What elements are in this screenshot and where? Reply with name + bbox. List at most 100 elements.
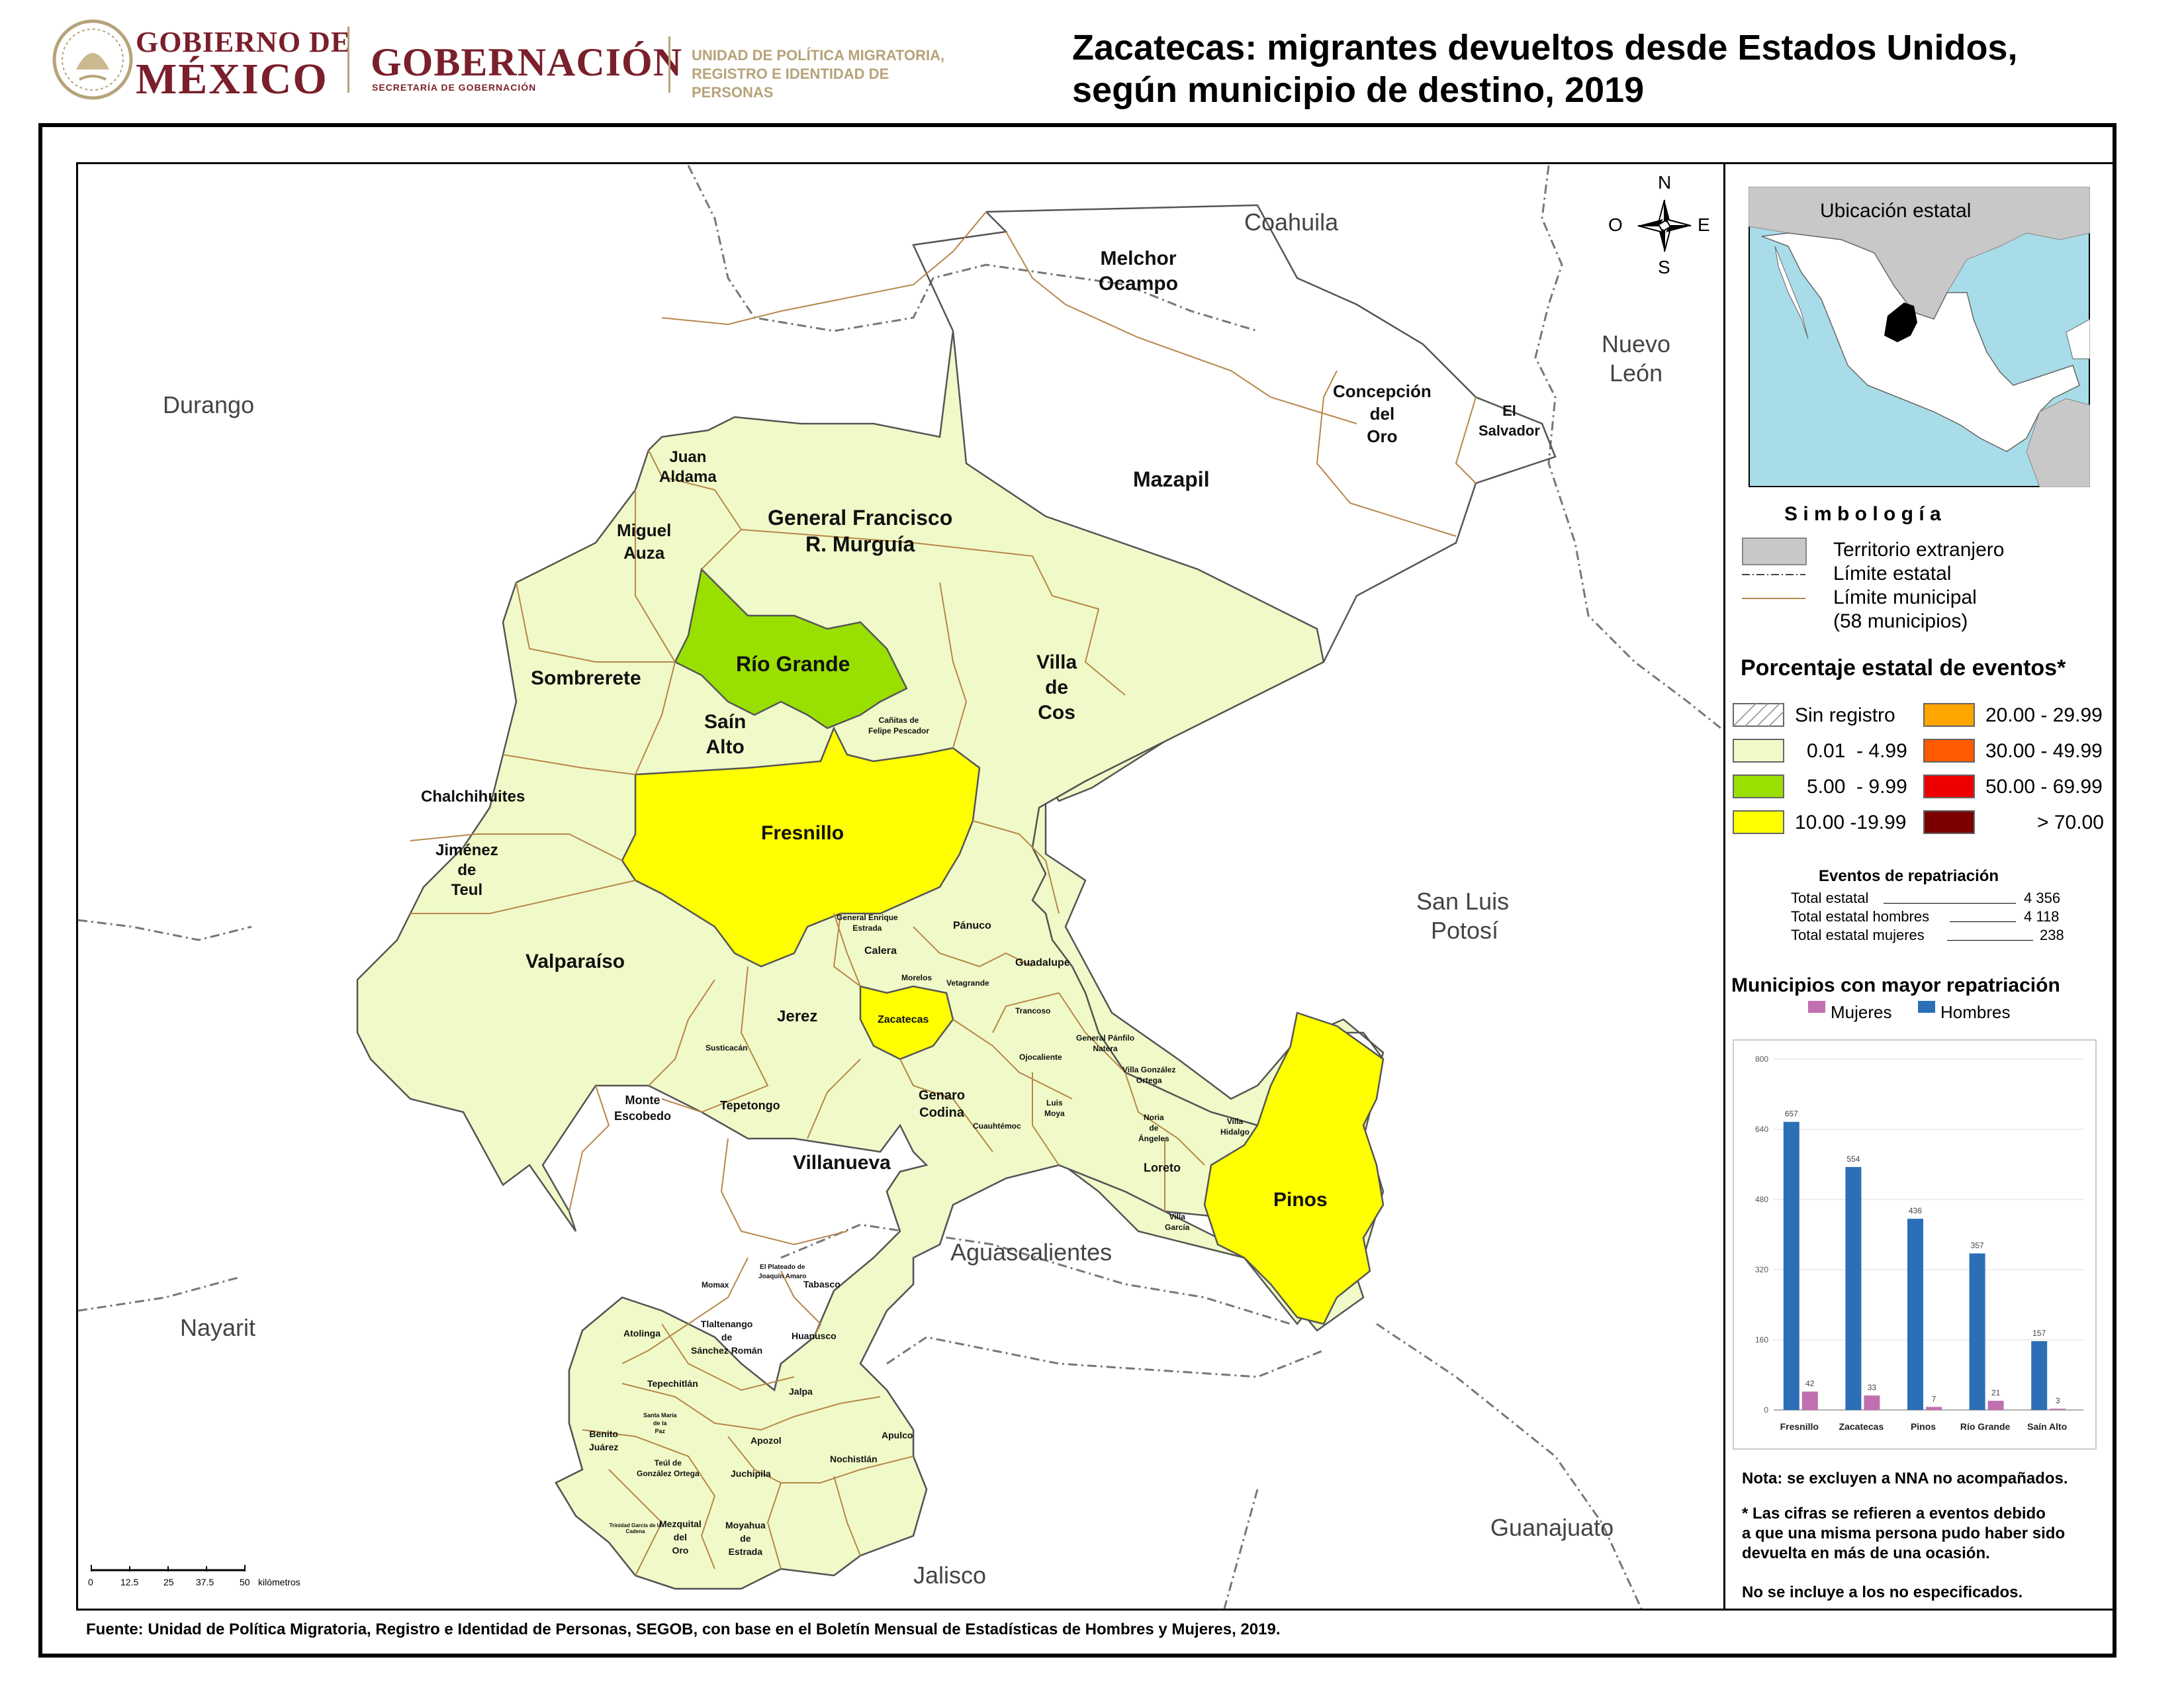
chart-bar-mujeres bbox=[2050, 1409, 2066, 1410]
eventos-title: Eventos de repatriación bbox=[1819, 867, 1999, 885]
chart-y-tick-label: 800 bbox=[1755, 1055, 1768, 1064]
label-genaro-codina: Genaro Codina bbox=[919, 1087, 965, 1121]
eventos-hombres-leader bbox=[1950, 921, 2016, 922]
coat-of-arms-icon bbox=[52, 19, 133, 100]
label-trancoso: Trancoso bbox=[1015, 1006, 1051, 1015]
label-mezquital-del-oro: Mezquital del Oro bbox=[659, 1517, 702, 1557]
note-no-especificados: No se incluye a los no especificados. bbox=[1742, 1583, 2023, 1601]
label-coahuila: Coahuila bbox=[1244, 209, 1339, 236]
title-line1: Zacatecas: migrantes devueltos desde Est… bbox=[1072, 28, 2018, 68]
gob-line1: GOBIERNO DE bbox=[136, 26, 351, 58]
luis-moya-l1: Luis bbox=[1046, 1098, 1063, 1107]
tlalt-l2: de bbox=[721, 1332, 733, 1342]
villa-de-cos-l1: Villa bbox=[1036, 651, 1077, 673]
label-guadalupe: Guadalupe bbox=[1015, 957, 1070, 968]
chart-category-label: Río Grande bbox=[1960, 1421, 2011, 1432]
label-miguel-auza: Miguel Auza bbox=[617, 519, 671, 564]
label-jerez: Jerez bbox=[777, 1008, 818, 1025]
sain-alto-l1: Saín bbox=[704, 711, 747, 733]
label-nayarit: Nayarit bbox=[180, 1314, 256, 1341]
label-durango: Durango bbox=[163, 391, 255, 418]
santa-maria-l1: Santa María bbox=[643, 1412, 677, 1419]
noria-l1: Noria bbox=[1144, 1113, 1164, 1122]
compass-n: N bbox=[1658, 172, 1672, 193]
note-cifras: * Las cifras se refieren a eventos debid… bbox=[1742, 1504, 2065, 1564]
eventos-hombres-label: Total estatal hombres bbox=[1791, 908, 1930, 925]
chart-category-label: Saín Alto bbox=[2027, 1421, 2067, 1432]
chart-data-label: 7 bbox=[1932, 1394, 1936, 1403]
label-villa-de-cos: Villa de Cos bbox=[1036, 650, 1077, 726]
legend-municipal-line bbox=[1742, 598, 1805, 599]
eventos-mujeres-label: Total estatal mujeres bbox=[1791, 927, 1925, 943]
secretaria-label: SECRETARÍA DE GOBERNACIÓN bbox=[372, 82, 537, 93]
santa-maria-l3: Paz bbox=[655, 1428, 666, 1434]
monte-l2: Escobedo bbox=[614, 1109, 672, 1123]
label-villa-hidalgo: Villa Hidalgo bbox=[1220, 1116, 1250, 1137]
chart-y-tick-label: 0 bbox=[1764, 1405, 1768, 1415]
jimenez-l3: Teul bbox=[451, 881, 483, 899]
eventos-hombres-value: 4 118 bbox=[2024, 908, 2060, 925]
luis-moya-l2: Moya bbox=[1044, 1109, 1065, 1118]
melchor-l2: Ocampo bbox=[1099, 273, 1179, 295]
label-jimenez-del-teul: Jiménez de Teul bbox=[435, 841, 498, 900]
zacatecas-area bbox=[859, 985, 954, 1060]
miguel-auza-l2: Auza bbox=[623, 543, 665, 563]
inset-map bbox=[1749, 187, 2090, 487]
label-apulco: Apulco bbox=[882, 1430, 913, 1440]
legend-class-3: 10.00 -19.99 bbox=[1795, 812, 1907, 833]
chart-data-label: 33 bbox=[1868, 1383, 1877, 1392]
sain-alto-l2: Alto bbox=[705, 736, 745, 758]
simbologia-title: S i m b o l o g í a bbox=[1784, 503, 1941, 525]
swatch-territorio bbox=[1742, 538, 1807, 565]
gpn-l1: General Pánfilo bbox=[1076, 1033, 1135, 1043]
jimenez-l2: de bbox=[457, 861, 477, 879]
note-cifras-l1: * Las cifras se refieren a eventos debid… bbox=[1742, 1505, 2046, 1523]
source-note: Fuente: Unidad de Política Migratoria, R… bbox=[86, 1620, 1281, 1638]
noria-l3: Ángeles bbox=[1138, 1134, 1169, 1143]
label-nochistlan: Nochistlán bbox=[830, 1454, 878, 1464]
label-aguascalientes: Aguascalientes bbox=[950, 1239, 1113, 1266]
scale-tick-0: 0 bbox=[88, 1577, 93, 1587]
label-noria-de-angeles: Noria de Ángeles bbox=[1138, 1112, 1169, 1144]
canitas-l2: Felipe Pescador bbox=[868, 726, 930, 735]
vgo-l1: Villa González bbox=[1122, 1065, 1176, 1074]
eventos-total-label: Total estatal bbox=[1791, 890, 1869, 906]
label-santa-maria-de-la-paz: Santa María de la Paz bbox=[643, 1411, 677, 1435]
note-cifras-l3: devuelta en más de una ocasión. bbox=[1742, 1544, 1990, 1562]
state-boundaries bbox=[78, 165, 1721, 1609]
chart-bar-hombres bbox=[1907, 1219, 1923, 1410]
gob-line2: MÉXICO bbox=[136, 55, 328, 103]
unidad-line1: UNIDAD DE POLÍTICA MIGRATORIA, bbox=[692, 47, 945, 64]
label-loreto: Loreto bbox=[1144, 1161, 1181, 1174]
chart-data-label: 42 bbox=[1805, 1379, 1815, 1388]
legend-panel bbox=[1725, 162, 2115, 1611]
label-tepetongo: Tepetongo bbox=[720, 1099, 780, 1112]
swatch-class-1 bbox=[1733, 739, 1784, 763]
miguel-auza-l1: Miguel bbox=[617, 520, 672, 540]
label-luis-moya: Luis Moya bbox=[1044, 1098, 1065, 1119]
label-calera: Calera bbox=[864, 945, 897, 957]
chart-category-label: Fresnillo bbox=[1780, 1421, 1819, 1432]
label-teul-gonzalez-ortega: Teúl de González Ortega bbox=[637, 1458, 700, 1479]
chart-y-tick-label: 160 bbox=[1755, 1335, 1768, 1344]
legend-class-1: 0.01 - 4.99 bbox=[1807, 740, 1907, 762]
label-slp-2: Potosí bbox=[1431, 917, 1499, 944]
label-atolinga: Atolinga bbox=[623, 1328, 660, 1338]
chart-data-label: 436 bbox=[1909, 1206, 1922, 1215]
scale-tick-3: 37.5 bbox=[196, 1577, 214, 1587]
label-panuco: Pánuco bbox=[953, 920, 991, 931]
pinos-area bbox=[1203, 1011, 1385, 1325]
map-canvas bbox=[78, 165, 1721, 1609]
juan-aldama-l1: Juan bbox=[669, 448, 707, 466]
villa-hidalgo-l2: Hidalgo bbox=[1220, 1127, 1250, 1137]
label-fresnillo: Fresnillo bbox=[761, 822, 844, 844]
gobernacion-wordmark: GOBERNACIÓN bbox=[371, 40, 683, 84]
mezquital-l3: Oro bbox=[672, 1545, 689, 1556]
label-apozol: Apozol bbox=[751, 1435, 782, 1446]
villa-hidalgo-l1: Villa bbox=[1226, 1117, 1244, 1126]
label-juan-aldama: Juan Aldama bbox=[659, 447, 717, 487]
fresnillo-area bbox=[621, 726, 981, 968]
moyahua-l1: Moyahua bbox=[725, 1520, 766, 1530]
legend-limite-estatal: Límite estatal bbox=[1833, 563, 1952, 585]
rio-grande-area bbox=[674, 567, 908, 729]
